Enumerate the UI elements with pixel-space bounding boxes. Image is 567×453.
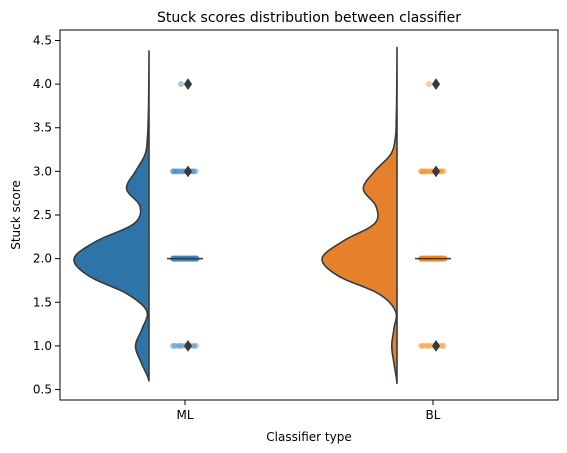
strip-point-ml (177, 168, 184, 175)
strip-point-ml (192, 342, 199, 349)
strip-point-ml (178, 81, 184, 88)
y-axis-label: Stuck score (9, 180, 23, 250)
y-tick-label: 1.5 (33, 295, 52, 309)
y-tick-label: 3.0 (33, 164, 52, 178)
strip-point-ml (172, 168, 179, 175)
outlier-marker-bl (431, 165, 441, 178)
strip-point-ml (172, 342, 179, 349)
y-tick-label: 3.5 (33, 121, 52, 135)
strip-point-bl (418, 168, 424, 175)
strip-point-bl (418, 342, 424, 349)
y-tick-label: 1.0 (33, 339, 52, 353)
x-tick-label-ml: ML (176, 408, 193, 422)
violin-bl (321, 46, 398, 385)
y-axis-ticks: 0.5 1.0 1.5 2.0 2.5 3.0 3.5 4.0 4.5 (33, 33, 60, 397)
strip-point-ml (175, 168, 182, 175)
strip-point-bl (438, 342, 445, 349)
strip-point-bl (423, 168, 430, 175)
strip-point-ml (190, 342, 197, 349)
strip-point-ml (170, 168, 177, 175)
plot-area-frame (59, 29, 559, 401)
strip-point-bl (420, 342, 427, 349)
violin-layer (73, 46, 398, 385)
strip-point-bl (425, 342, 432, 349)
strip-point-bl (438, 168, 445, 175)
strip-point-ml (175, 342, 182, 349)
strip-point-bl (422, 168, 429, 175)
y-tick-label: 4.5 (33, 33, 52, 47)
outlier-marker-ml (183, 165, 193, 178)
strip-point-ml (170, 168, 176, 175)
strip-point-bl (425, 168, 432, 175)
strip-points-layer (170, 81, 448, 349)
strip-point-bl (440, 342, 447, 349)
strip-point-bl (420, 168, 427, 175)
x-axis-label: Classifier type (266, 430, 351, 444)
x-axis-ticks: ML BL (176, 400, 441, 422)
outlier-marker-ml (183, 339, 193, 352)
y-tick-label: 2.5 (33, 208, 52, 222)
strip-point-ml (170, 342, 176, 349)
x-tick-label-bl: BL (426, 408, 441, 422)
outlier-marker-bl (431, 78, 441, 91)
y-tick-label: 4.0 (33, 77, 52, 91)
strip-point-bl (423, 342, 430, 349)
box-layer (167, 78, 451, 352)
outlier-marker-ml (183, 78, 193, 91)
strip-point-bl (418, 168, 425, 175)
strip-point-bl (440, 168, 447, 175)
chart-title: Stuck scores distribution between classi… (157, 10, 461, 26)
strip-point-ml (177, 342, 184, 349)
strip-point-bl (426, 81, 432, 88)
strip-point-bl (427, 168, 434, 175)
strip-point-ml (190, 168, 197, 175)
outlier-marker-bl (431, 339, 441, 352)
y-tick-label: 0.5 (33, 383, 52, 397)
strip-point-ml (192, 168, 199, 175)
strip-point-ml (174, 168, 181, 175)
violin-ml (73, 50, 150, 382)
strip-point-ml (179, 168, 186, 175)
y-tick-label: 2.0 (33, 252, 52, 266)
